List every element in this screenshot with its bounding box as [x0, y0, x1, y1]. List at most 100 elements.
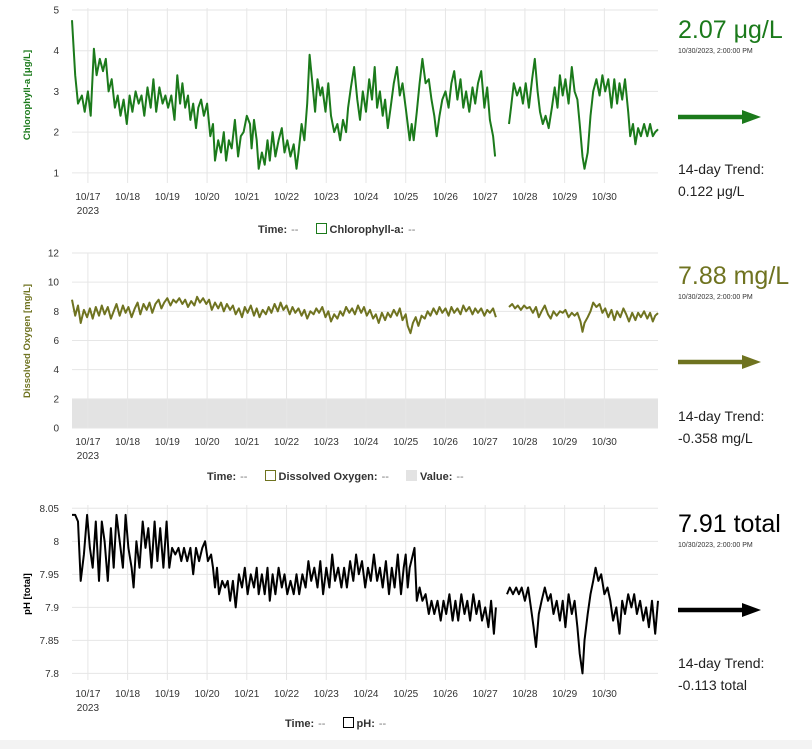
- value-band-legend-value: --: [456, 471, 464, 483]
- chlorophyll-x-tick-label: 10/29: [552, 192, 577, 203]
- dissolved-oxygen-y-tick-label: 2: [53, 394, 59, 405]
- dissolved-oxygen-series-line: [71, 295, 497, 335]
- ph-y-tick-label: 7.8: [45, 669, 59, 680]
- chlorophyll-latest-value: 2.07 μg/L: [678, 16, 783, 44]
- chlorophyll-y-tick-label: 3: [53, 87, 59, 98]
- dissolved-oxygen-latest-value: 7.88 mg/L: [678, 262, 790, 290]
- legend-time-value: --: [318, 718, 326, 730]
- dissolved-oxygen-y-tick-label: 0: [53, 424, 59, 435]
- ph-x-tick-label: 10/26: [433, 689, 458, 700]
- chlorophyll-y-axis-label: Chlorophyll-a [μg/L]: [22, 50, 33, 140]
- ph-y-tick-label: 7.95: [40, 570, 60, 581]
- dissolved-oxygen-x-tick-label: 10/22: [274, 437, 299, 448]
- dissolved-oxygen-x-tick-label: 10/27: [473, 437, 498, 448]
- dissolved-oxygen-trend: 14-day Trend: -0.358 mg/L: [678, 405, 812, 449]
- chlorophyll-trend-arrow-icon: [678, 110, 761, 124]
- ph-timestamp: 10/30/2023, 2:00:00 PM: [678, 542, 753, 549]
- dissolved-oxygen-y-tick-label: 8: [53, 307, 59, 318]
- ph-y-tick-label: 7.9: [45, 603, 59, 614]
- value-band-legend-label[interactable]: Value:: [419, 471, 453, 483]
- chlorophyll-y-tick-label: 5: [53, 6, 59, 17]
- chlorophyll-x-year-label: 2023: [77, 206, 100, 217]
- ph-trend-arrow-icon: [678, 603, 761, 617]
- chlorophyll-x-tick-label: 10/25: [393, 192, 418, 203]
- chlorophyll-x-tick-label: 10/30: [592, 192, 617, 203]
- dissolved-oxygen-trend-label: 14-day Trend:: [678, 408, 765, 424]
- dissolved-oxygen-x-year-label: 2023: [77, 451, 100, 462]
- ph-trend-value: -0.113 total: [678, 677, 748, 693]
- dissolved-oxygen-x-tick-label: 10/19: [155, 437, 180, 448]
- chlorophyll-series-line: [508, 57, 659, 170]
- chlorophyll-trend-value: 0.122 μg/L: [678, 183, 745, 199]
- ph-x-tick-label: 10/25: [393, 689, 418, 700]
- chlorophyll-x-tick-label: 10/24: [353, 192, 378, 203]
- chlorophyll-x-tick-label: 10/27: [473, 192, 498, 203]
- ph-x-tick-label: 10/19: [155, 689, 180, 700]
- chlorophyll-x-tick-label: 10/22: [274, 192, 299, 203]
- ph-legend-value: --: [378, 718, 387, 730]
- ph-x-tick-label: 10/24: [353, 689, 378, 700]
- dissolved-oxygen-x-tick-label: 10/28: [512, 437, 537, 448]
- ph-legend-label[interactable]: pH:: [356, 718, 375, 730]
- ph-x-tick-label: 10/18: [115, 689, 140, 700]
- ph-summary: 7.91 total 10/30/2023, 2:00:00 PM: [678, 509, 812, 549]
- ph-x-tick-label: 10/28: [512, 689, 537, 700]
- chlorophyll-legend-swatch[interactable]: [315, 223, 327, 234]
- chlorophyll-x-tick-label: 10/21: [234, 192, 259, 203]
- chlorophyll-x-tick-label: 10/28: [512, 192, 537, 203]
- chlorophyll-y-tick-label: 2: [53, 128, 59, 139]
- ph-x-tick-label: 10/17: [75, 689, 100, 700]
- dissolved-oxygen-x-tick-label: 10/30: [592, 437, 617, 448]
- chlorophyll-legend: Time: -- Chlorophyll-a: --: [258, 223, 429, 236]
- dissolved-oxygen-legend-label[interactable]: Dissolved Oxygen:: [278, 471, 378, 483]
- legend-time-label: Time:: [285, 718, 315, 730]
- ph-legend-swatch[interactable]: [342, 717, 354, 728]
- chlorophyll-series-line: [71, 20, 497, 170]
- dissolved-oxygen-x-tick-label: 10/29: [552, 437, 577, 448]
- dissolved-oxygen-legend-value: --: [381, 471, 389, 483]
- dissolved-oxygen-y-axis-label: Dissolved Oxygen [mg/L]: [22, 284, 33, 398]
- ph-y-tick-label: 7.85: [40, 636, 60, 647]
- dissolved-oxygen-x-tick-label: 10/23: [314, 437, 339, 448]
- ph-y-axis-label: pH [total]: [22, 573, 33, 615]
- dissolved-oxygen-y-tick-label: 10: [48, 278, 60, 289]
- chlorophyll-legend-value: --: [408, 224, 416, 236]
- ph-x-tick-label: 10/27: [473, 689, 498, 700]
- dissolved-oxygen-legend-swatch[interactable]: [264, 470, 276, 481]
- legend-time-value: --: [240, 471, 248, 483]
- dissolved-oxygen-summary: 7.88 mg/L 10/30/2023, 2:00:00 PM: [678, 261, 812, 301]
- ph-y-tick-label: 8.05: [40, 504, 60, 515]
- legend-time-value: --: [291, 224, 299, 236]
- chlorophyll-x-tick-label: 10/18: [115, 192, 140, 203]
- ph-x-tick-label: 10/22: [274, 689, 299, 700]
- dissolved-oxygen-x-tick-label: 10/24: [353, 437, 378, 448]
- dissolved-oxygen-x-tick-label: 10/21: [234, 437, 259, 448]
- dissolved-oxygen-y-tick-label: 12: [48, 249, 60, 260]
- legend-time-label: Time:: [258, 224, 288, 236]
- chlorophyll-x-tick-label: 10/17: [75, 192, 100, 203]
- dissolved-oxygen-legend: Time: -- Dissolved Oxygen: -- Value: --: [207, 470, 478, 483]
- dissolved-oxygen-trend-value: -0.358 mg/L: [678, 430, 753, 446]
- ph-series-line: [506, 566, 659, 675]
- ph-x-tick-label: 10/20: [195, 689, 220, 700]
- dissolved-oxygen-x-tick-label: 10/17: [75, 437, 100, 448]
- chlorophyll-trend-label: 14-day Trend:: [678, 161, 765, 177]
- chlorophyll-trend: 14-day Trend: 0.122 μg/L: [678, 158, 812, 202]
- ph-x-tick-label: 10/23: [314, 689, 339, 700]
- chlorophyll-timestamp: 10/30/2023, 2:00:00 PM: [678, 48, 753, 55]
- dissolved-oxygen-y-tick-label: 4: [53, 365, 59, 376]
- chlorophyll-chart: 1 2 3 4 5 10/17 10/18 10/19 10/20 10/21 10/22 10/23…: [22, 6, 659, 217]
- chlorophyll-y-tick-label: 4: [53, 46, 59, 57]
- ph-trend: 14-day Trend: -0.113 total: [678, 652, 812, 696]
- value-band-legend-swatch[interactable]: [405, 470, 417, 481]
- chlorophyll-legend-label[interactable]: Chlorophyll-a:: [329, 224, 405, 236]
- dissolved-oxygen-x-tick-label: 10/18: [115, 437, 140, 448]
- ph-y-tick-label: 8: [53, 537, 59, 548]
- chlorophyll-x-tick-label: 10/19: [155, 192, 180, 203]
- dissolved-oxygen-trend-arrow-icon: [678, 355, 761, 369]
- ph-x-tick-label: 10/30: [592, 689, 617, 700]
- dissolved-oxygen-value-band: [72, 398, 658, 428]
- dissolved-oxygen-timestamp: 10/30/2023, 2:00:00 PM: [678, 294, 753, 301]
- ph-x-tick-label: 10/29: [552, 689, 577, 700]
